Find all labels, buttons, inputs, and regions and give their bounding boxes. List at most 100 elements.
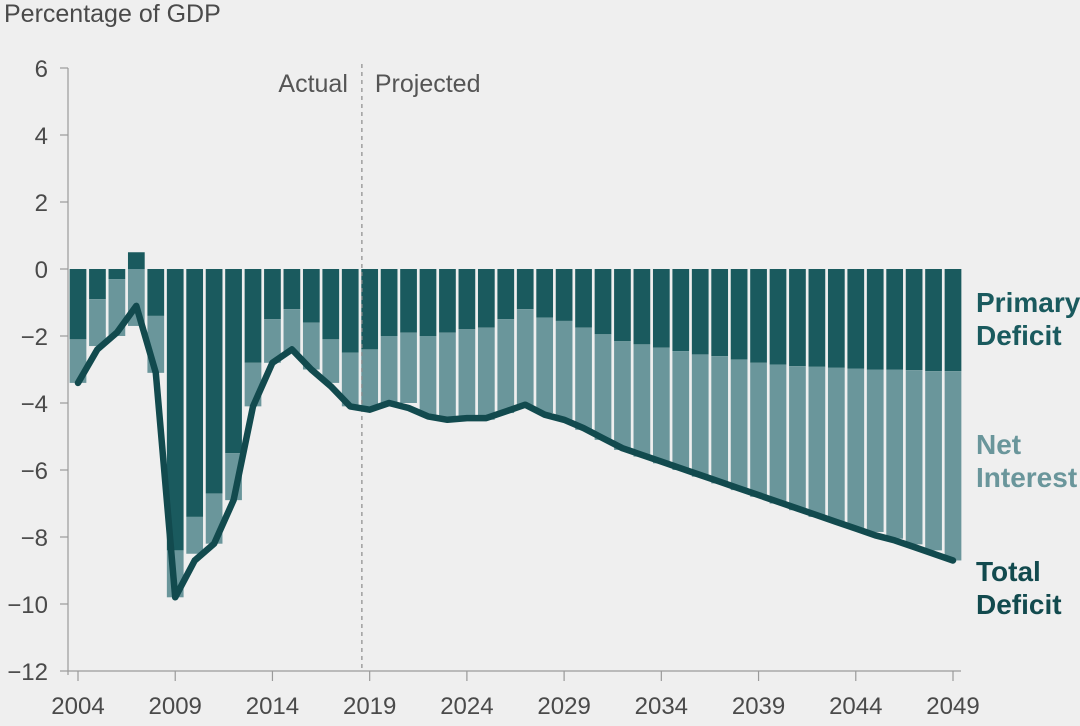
bar-interest-2042 <box>808 366 826 517</box>
bar-primary-2033 <box>633 269 651 345</box>
bar-interest-2010 <box>186 516 204 554</box>
bar-primary-2013 <box>244 269 262 363</box>
bar-primary-2016 <box>302 269 320 323</box>
bar-interest-2014 <box>264 319 281 363</box>
bar-interest-2031 <box>594 334 612 440</box>
bar-interest-2046 <box>886 369 904 539</box>
bar-interest-2036 <box>691 354 709 477</box>
bar-interest-2030 <box>575 327 592 430</box>
bar-interest-2044 <box>847 368 865 529</box>
bar-primary-2028 <box>536 269 554 318</box>
bar-primary-2014 <box>264 269 281 320</box>
bar-interest-2038 <box>730 359 748 491</box>
bar-primary-2020 <box>380 269 398 336</box>
bar-interest-2028 <box>536 317 554 414</box>
bar-primary-2037 <box>711 269 729 357</box>
x-tick-label: 2014 <box>246 693 299 720</box>
legend-primary-deficit: Primary Deficit <box>976 286 1080 352</box>
bar-primary-2044 <box>847 269 865 369</box>
bar-interest-2016 <box>302 322 320 370</box>
bar-primary-2042 <box>808 269 826 367</box>
y-tick-label: 2 <box>35 190 48 217</box>
y-tick-label: −10 <box>7 592 48 619</box>
bar-primary-2029 <box>555 269 573 321</box>
bar-primary-2018 <box>341 269 359 353</box>
bar-primary-2049 <box>944 269 962 372</box>
bar-interest-2048 <box>925 371 942 551</box>
bar-interest-2018 <box>341 352 359 407</box>
bar-primary-2027 <box>516 269 534 310</box>
bar-primary-2021 <box>400 269 417 333</box>
bar-primary-2025 <box>477 269 495 328</box>
bar-primary-2041 <box>789 269 806 367</box>
bar-interest-2020 <box>380 336 398 403</box>
x-tick-label: 2039 <box>732 693 785 720</box>
bar-interest-2035 <box>672 351 690 470</box>
x-tick-label: 2049 <box>926 693 979 720</box>
legend-primary-line2: Deficit <box>976 320 1062 351</box>
bar-primary-2043 <box>827 269 845 368</box>
bar-primary-2030 <box>575 269 592 328</box>
bar-interest-2049 <box>944 371 962 561</box>
bar-primary-2012 <box>225 269 242 454</box>
legend-total-line2: Deficit <box>976 589 1062 620</box>
legend-net-interest: Net Interest <box>976 428 1077 494</box>
bar-interest-2017 <box>322 339 340 383</box>
x-tick-label: 2034 <box>635 693 688 720</box>
bar-primary-2009 <box>166 269 184 551</box>
bar-interest-2025 <box>477 327 495 420</box>
bar-primary-2048 <box>925 269 942 372</box>
bar-primary-2040 <box>769 269 787 365</box>
x-tick-label: 2029 <box>537 693 590 720</box>
bar-interest-2005 <box>89 299 106 347</box>
bar-primary-2015 <box>283 269 301 310</box>
y-tick-label: −12 <box>7 659 48 686</box>
bar-interest-2015 <box>283 309 301 353</box>
bar-interest-2037 <box>711 356 729 484</box>
bar-interest-2033 <box>633 344 651 457</box>
bar-interest-2024 <box>458 329 476 420</box>
bar-primary-2008 <box>147 269 165 316</box>
bar-primary-2005 <box>89 269 106 300</box>
bar-primary-2024 <box>458 269 476 330</box>
bar-interest-2023 <box>439 332 456 420</box>
bar-interest-2019 <box>361 349 379 410</box>
y-tick-label: −2 <box>21 324 48 351</box>
bar-interest-2029 <box>555 320 573 420</box>
bar-primary-2023 <box>439 269 456 333</box>
bar-interest-2026 <box>497 319 515 414</box>
bar-interest-2027 <box>516 309 534 407</box>
bar-primary-2032 <box>614 269 631 342</box>
y-tick-label: −4 <box>21 391 48 418</box>
bar-interest-2041 <box>789 366 806 511</box>
bar-primary-2026 <box>497 269 515 320</box>
x-tick-label: 2004 <box>51 693 104 720</box>
bar-interest-2047 <box>905 370 923 545</box>
bar-primary-2031 <box>594 269 612 335</box>
y-tick-label: 6 <box>35 56 48 83</box>
y-tick-label: 4 <box>35 123 48 150</box>
x-tick-label: 2009 <box>149 693 202 720</box>
legend-interest-line1: Net <box>976 429 1022 460</box>
bar-interest-2021 <box>400 332 417 403</box>
y-axis-title: Percentage of GDP <box>4 0 221 28</box>
y-tick-label: −8 <box>21 525 48 552</box>
legend-interest-line2: Interest <box>976 462 1078 493</box>
bar-interest-2045 <box>866 369 884 532</box>
y-tick-label: 0 <box>35 257 48 284</box>
total-deficit-line <box>74 302 957 601</box>
legend-total-deficit: Total Deficit <box>976 555 1062 621</box>
bar-interest-2040 <box>769 364 787 504</box>
x-tick-label: 2044 <box>829 693 882 720</box>
bar-interest-2039 <box>750 362 767 497</box>
bar-primary-2045 <box>866 269 884 370</box>
bar-primary-2034 <box>652 269 670 348</box>
bar-primary-2004 <box>69 269 87 340</box>
bar-primary-2036 <box>691 269 709 355</box>
legend-primary-line1: Primary <box>976 287 1080 318</box>
legend-total-line1: Total <box>976 556 1041 587</box>
bar-primary-2038 <box>730 269 748 360</box>
bar-interest-2032 <box>614 341 631 450</box>
